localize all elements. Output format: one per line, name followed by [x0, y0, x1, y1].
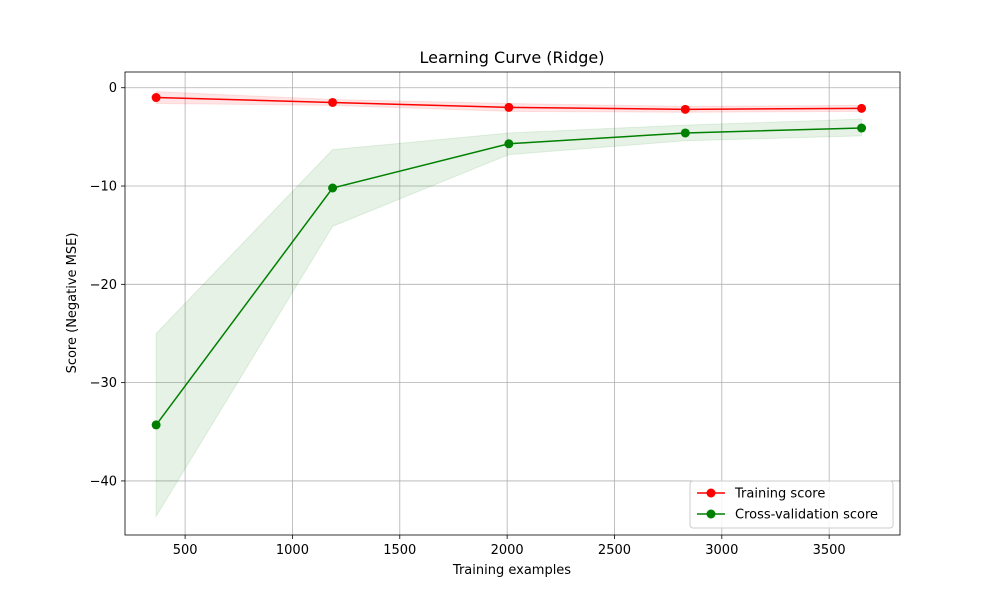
y-tick-label: −30	[90, 376, 117, 391]
x-tick-label: 1500	[383, 543, 416, 558]
point-training	[857, 103, 867, 113]
x-tick-label: 500	[173, 543, 198, 558]
grid-lines	[125, 72, 900, 535]
point-training	[328, 97, 338, 107]
legend-marker-cross-validation	[706, 509, 716, 519]
point-training	[151, 93, 161, 103]
legend-marker-training	[706, 488, 716, 498]
x-axis-label: Training examples	[452, 563, 571, 578]
x-axis-ticks: 500 1000 1500 2000 2500 3000 3500	[173, 535, 846, 558]
x-tick-label: 2500	[598, 543, 631, 558]
point-cross-validation	[328, 183, 338, 193]
y-tick-label: −10	[90, 180, 117, 195]
legend-entry-training: Training score	[697, 487, 825, 502]
y-tick-label: −20	[90, 278, 117, 293]
y-tick-label: 0	[109, 81, 117, 96]
axes-frame	[124, 71, 901, 536]
chart-title: Learning Curve (Ridge)	[419, 48, 604, 67]
x-tick-label: 1000	[276, 543, 309, 558]
legend-label-training: Training score	[734, 487, 825, 502]
x-tick-label: 2000	[491, 543, 524, 558]
point-cross-validation	[680, 128, 690, 138]
axes-border	[124, 71, 901, 536]
point-cross-validation	[504, 139, 514, 149]
y-axis-ticks: 0 −10 −20 −30 −40	[90, 81, 125, 489]
legend-entry-cross-validation: Cross-validation score	[697, 508, 878, 523]
point-cross-validation	[151, 420, 161, 430]
plot-area	[125, 72, 900, 535]
plot-background	[125, 72, 900, 535]
y-tick-label: −40	[90, 474, 117, 489]
legend: Training score Cross-validation score	[689, 480, 894, 529]
x-tick-label: 3000	[705, 543, 738, 558]
legend-box	[689, 480, 894, 529]
point-training	[680, 104, 690, 114]
series-points	[151, 93, 867, 430]
band-cross-validation	[155, 118, 863, 519]
x-tick-label: 3500	[813, 543, 846, 558]
legend-label-cross-validation: Cross-validation score	[735, 508, 878, 523]
point-cross-validation	[857, 123, 867, 133]
y-axis-label: Score (Negative MSE)	[65, 233, 80, 374]
point-training	[504, 102, 514, 112]
